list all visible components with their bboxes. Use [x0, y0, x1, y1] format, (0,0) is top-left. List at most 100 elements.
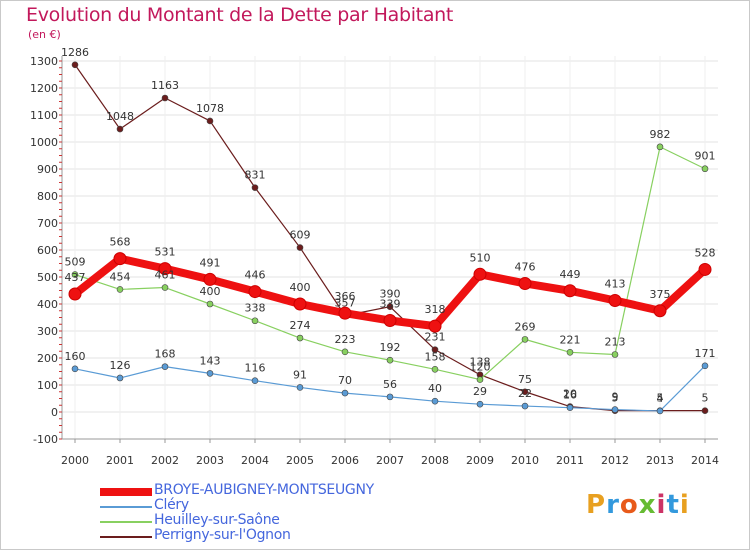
- x-tick-label: 2004: [241, 454, 269, 467]
- data-label: 126: [110, 359, 131, 372]
- data-label: 461: [155, 269, 176, 282]
- data-point: [341, 389, 349, 397]
- legend-label: BROYE-AUBIGNEY-MONTSEUGNY: [154, 482, 374, 498]
- data-label: 120: [470, 361, 491, 374]
- y-tick-label: 600: [37, 244, 58, 257]
- data-point: [386, 393, 394, 401]
- y-tick-label: 0: [51, 406, 58, 419]
- data-point: [518, 276, 532, 290]
- data-point: [656, 143, 664, 151]
- y-tick-label: 800: [37, 190, 58, 203]
- x-tick-label: 2013: [646, 454, 674, 467]
- data-label: 357: [335, 297, 356, 310]
- y-unit-label: (en €): [28, 28, 61, 41]
- data-point: [248, 285, 262, 299]
- data-label: 5: [612, 392, 619, 405]
- data-point: [521, 388, 529, 396]
- x-tick-label: 2009: [466, 454, 494, 467]
- data-point: [701, 165, 709, 173]
- legend-swatch: [100, 521, 152, 523]
- data-label: 509: [65, 256, 86, 269]
- data-label: 491: [200, 256, 221, 269]
- data-point: [473, 267, 487, 281]
- data-label: 531: [155, 246, 176, 259]
- data-point: [521, 336, 529, 343]
- y-tick-label: -100: [33, 433, 58, 446]
- data-label: 1078: [196, 102, 224, 115]
- x-tick-label: 2000: [61, 454, 89, 467]
- data-label: 390: [380, 288, 401, 301]
- data-label: 413: [605, 277, 626, 290]
- data-point: [338, 306, 352, 320]
- data-label: 91: [293, 368, 307, 381]
- data-point: [521, 402, 529, 410]
- x-tick-label: 2008: [421, 454, 449, 467]
- data-point: [296, 384, 304, 391]
- data-label: 269: [515, 320, 536, 333]
- y-tick-label: 1300: [30, 55, 58, 68]
- data-point: [386, 303, 394, 311]
- data-label: 446: [245, 269, 266, 282]
- x-tick-label: 2010: [511, 454, 539, 467]
- data-label: 75: [518, 373, 532, 386]
- data-label: 5: [702, 392, 709, 405]
- data-point: [611, 406, 619, 413]
- legend-swatch: [100, 488, 152, 496]
- data-point: [566, 404, 574, 411]
- data-label: 476: [515, 260, 536, 273]
- y-tick-label: 1000: [30, 136, 58, 149]
- data-point: [566, 349, 574, 356]
- data-label: 138: [470, 356, 491, 369]
- data-point: [386, 356, 394, 364]
- data-point: [206, 300, 214, 308]
- data-label: 56: [383, 378, 397, 391]
- data-label: 16: [563, 389, 577, 402]
- legend-label: Heuilley-sur-Saône: [154, 512, 280, 528]
- data-point: [701, 407, 709, 414]
- y-tick-label: 500: [37, 271, 58, 284]
- data-label: 221: [560, 333, 581, 346]
- data-point: [251, 317, 259, 325]
- data-label: 160: [65, 350, 86, 363]
- data-label: 143: [200, 354, 221, 367]
- y-tick-label: 200: [37, 352, 58, 365]
- data-point: [71, 365, 79, 373]
- data-label: 339: [380, 297, 401, 310]
- data-point: [158, 262, 172, 276]
- data-label: 510: [470, 251, 491, 264]
- legend-swatch: [100, 506, 152, 508]
- data-label: 366: [335, 290, 356, 303]
- data-point: [68, 287, 82, 301]
- legend-label: Perrigny-sur-l'Ognon: [154, 527, 291, 543]
- x-tick-label: 2014: [691, 454, 719, 467]
- data-label: 9: [612, 391, 619, 404]
- x-tick-label: 2005: [286, 454, 314, 467]
- x-tick-label: 2012: [601, 454, 629, 467]
- data-label: 437: [65, 271, 86, 284]
- data-point: [476, 376, 484, 383]
- data-point: [116, 286, 124, 293]
- data-label: 213: [605, 335, 626, 348]
- data-label: 4: [657, 392, 664, 405]
- data-label: 274: [290, 319, 311, 332]
- x-tick-label: 2001: [106, 454, 134, 467]
- data-point: [161, 363, 169, 370]
- data-label: 168: [155, 348, 176, 361]
- data-label: 400: [290, 281, 311, 294]
- data-point: [161, 284, 169, 291]
- data-label: 982: [650, 128, 671, 141]
- data-point: [251, 377, 259, 384]
- y-tick-label: 1100: [30, 109, 58, 122]
- data-label: 1286: [61, 46, 89, 59]
- data-point: [431, 397, 439, 405]
- x-tick-label: 2002: [151, 454, 179, 467]
- y-tick-label: 700: [37, 217, 58, 230]
- data-label: 29: [473, 385, 487, 398]
- data-label: 40: [428, 382, 442, 395]
- x-tick-label: 2007: [376, 454, 404, 467]
- proxiti-logo: Proxiti: [586, 490, 690, 520]
- data-point: [203, 272, 217, 286]
- data-label: 158: [425, 350, 446, 363]
- data-point: [698, 262, 712, 276]
